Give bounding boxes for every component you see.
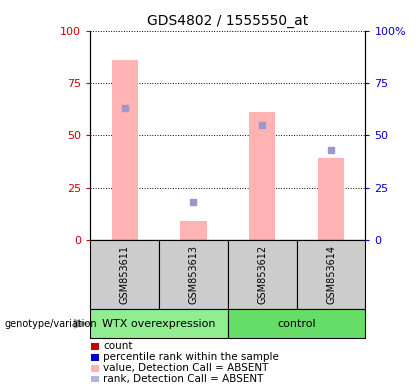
Bar bbox=[228, 240, 297, 309]
Bar bbox=[90, 240, 159, 309]
Text: GSM853613: GSM853613 bbox=[189, 245, 199, 304]
Text: WTX overexpression: WTX overexpression bbox=[102, 318, 216, 329]
Bar bbox=[91, 365, 99, 372]
Bar bbox=[91, 376, 99, 382]
Text: genotype/variation: genotype/variation bbox=[4, 319, 97, 329]
Text: percentile rank within the sample: percentile rank within the sample bbox=[103, 352, 279, 362]
Bar bbox=[159, 240, 228, 309]
Text: value, Detection Call = ABSENT: value, Detection Call = ABSENT bbox=[103, 363, 268, 373]
Bar bbox=[228, 309, 365, 338]
Bar bbox=[91, 354, 99, 361]
Bar bbox=[181, 221, 207, 240]
Text: rank, Detection Call = ABSENT: rank, Detection Call = ABSENT bbox=[103, 374, 263, 384]
Bar bbox=[318, 158, 344, 240]
Text: GSM853611: GSM853611 bbox=[120, 245, 130, 304]
Title: GDS4802 / 1555550_at: GDS4802 / 1555550_at bbox=[147, 14, 308, 28]
Bar bbox=[112, 60, 138, 240]
Bar bbox=[90, 309, 228, 338]
Text: count: count bbox=[103, 341, 132, 351]
Bar bbox=[91, 343, 99, 350]
Bar bbox=[297, 240, 365, 309]
Text: GSM853612: GSM853612 bbox=[257, 245, 267, 304]
Text: GSM853614: GSM853614 bbox=[326, 245, 336, 304]
Bar bbox=[249, 113, 275, 240]
Polygon shape bbox=[74, 319, 89, 329]
Text: control: control bbox=[277, 318, 316, 329]
